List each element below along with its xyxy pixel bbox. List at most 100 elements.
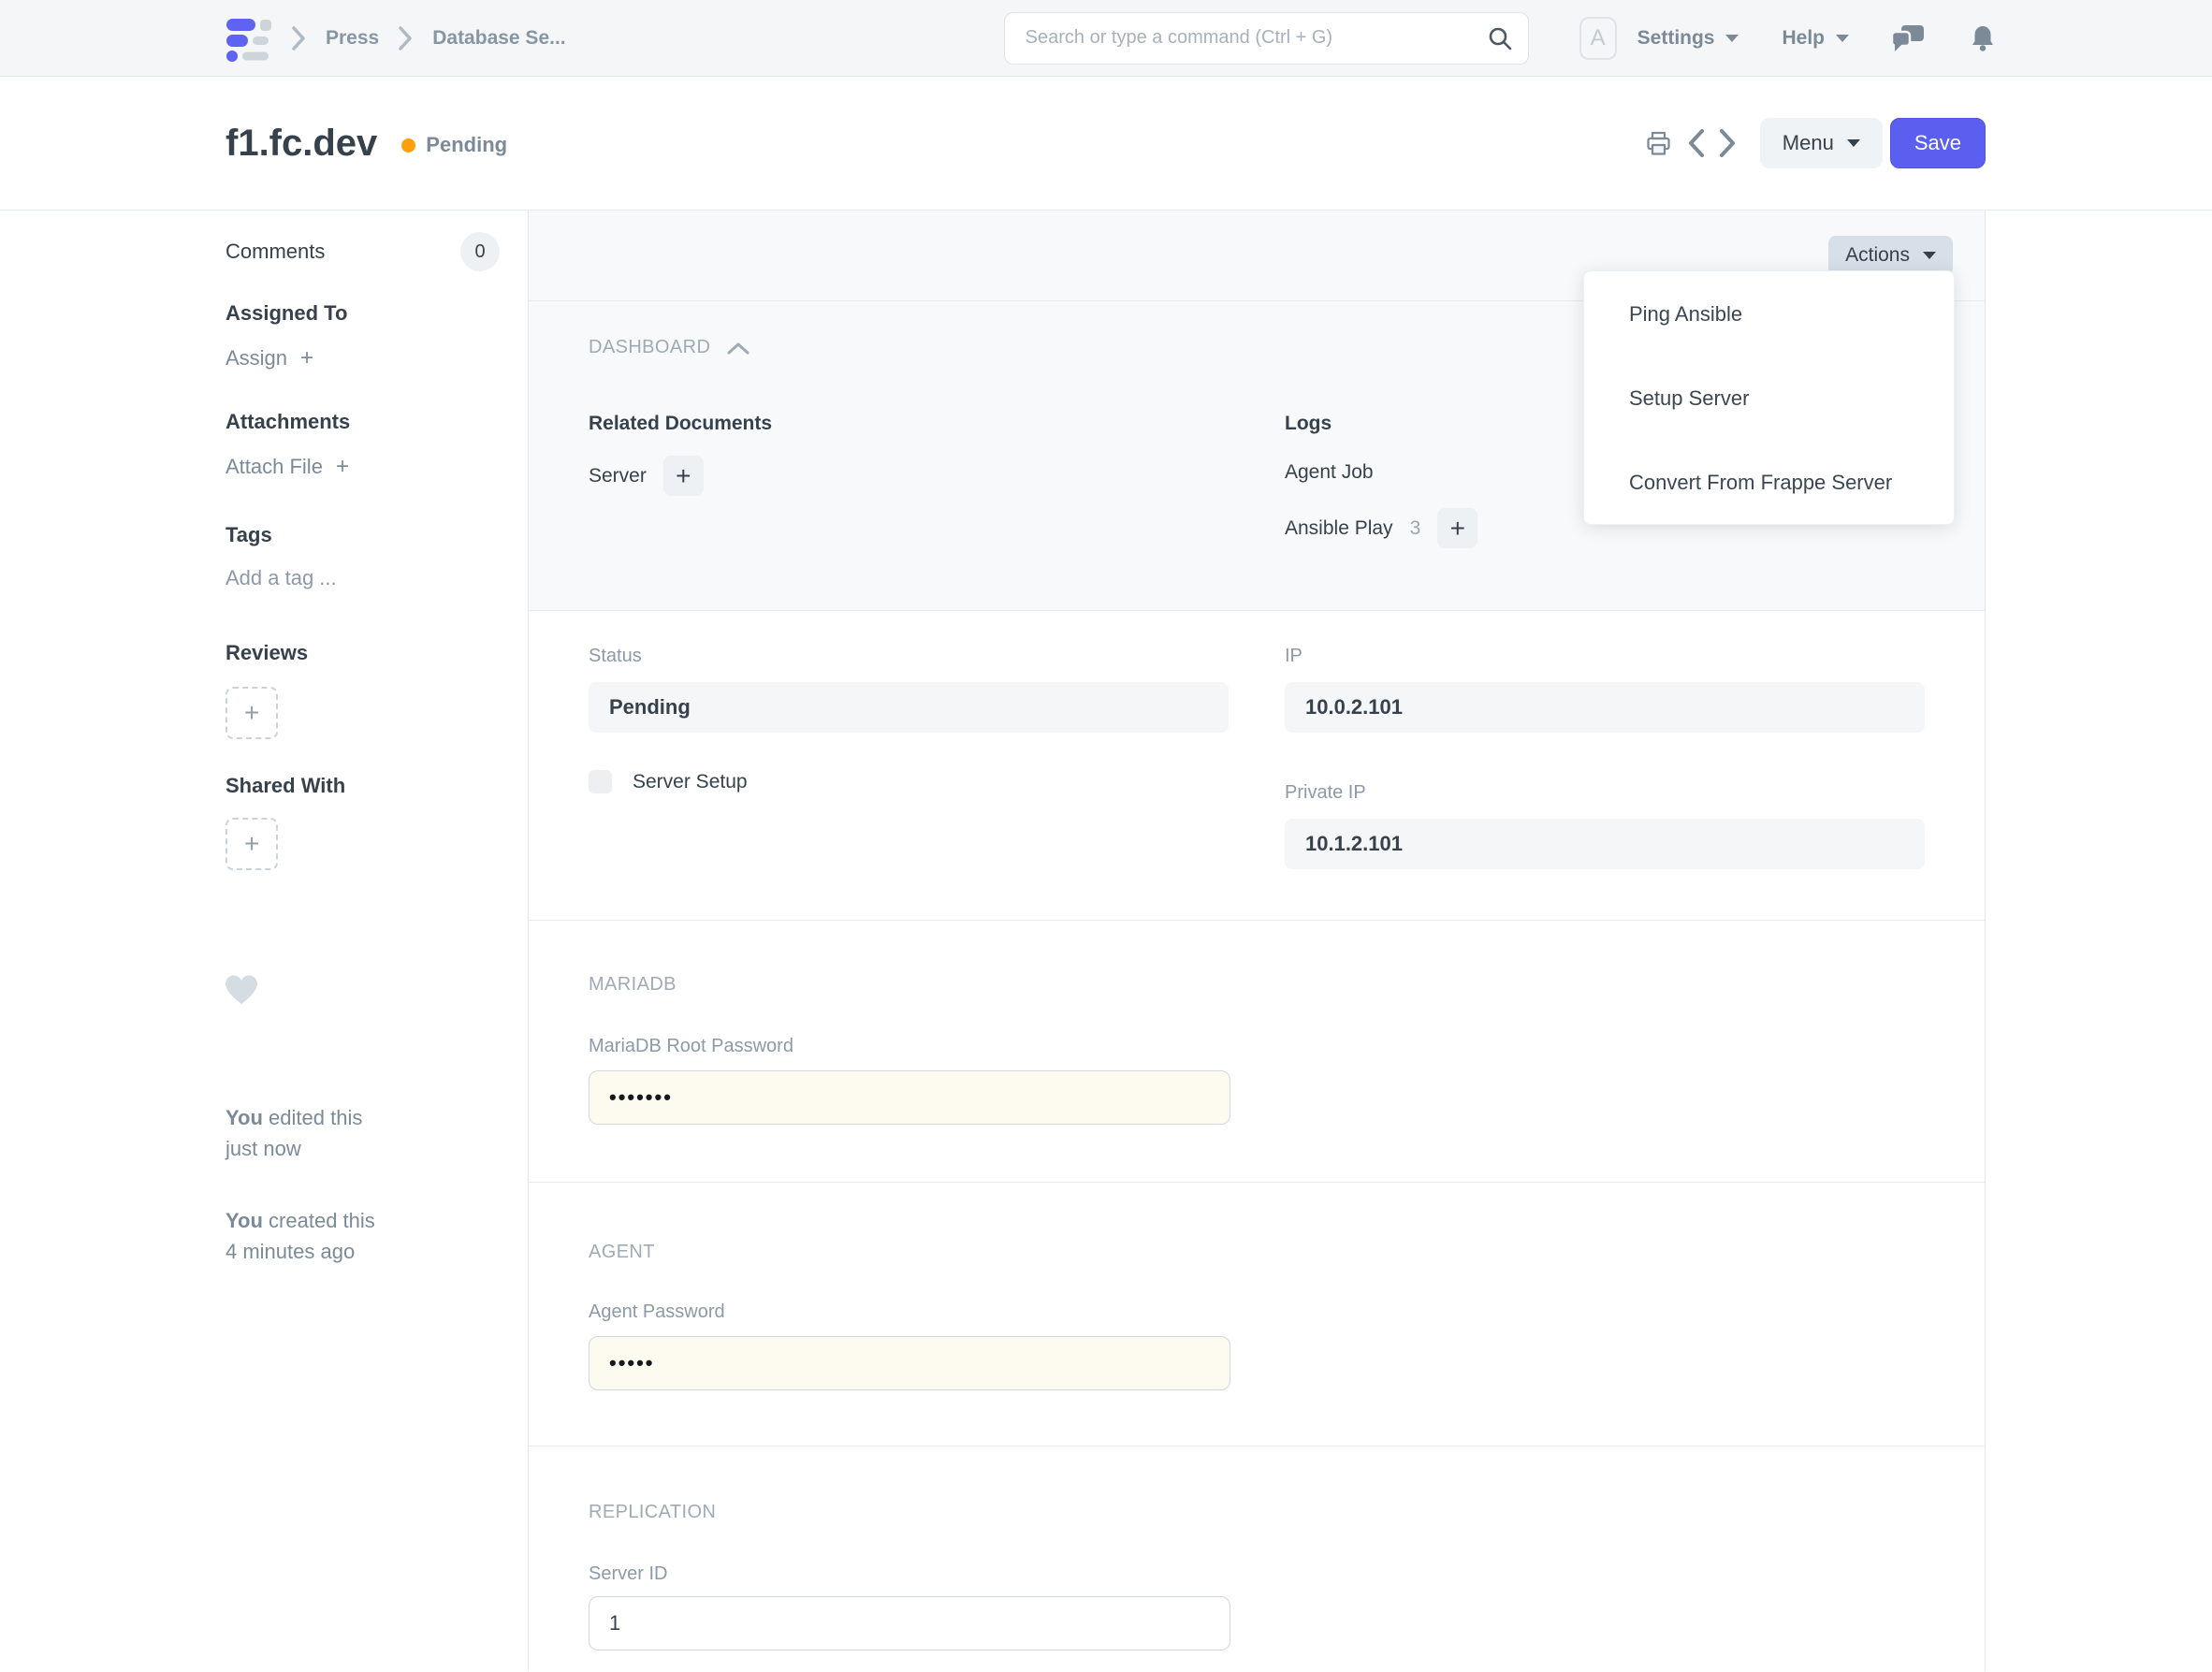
- actions-dropdown-menu: Ping Ansible Setup Server Convert From F…: [1583, 270, 1955, 525]
- chevron-down-icon: [1846, 139, 1860, 147]
- reviews-heading: Reviews: [226, 641, 309, 664]
- status-column: Status Pending Server Setup: [589, 645, 1229, 869]
- chevron-down-icon: [1923, 252, 1936, 259]
- edited-activity: You edited this just now: [226, 1102, 459, 1164]
- add-review-button[interactable]: +: [226, 687, 278, 739]
- assign-button[interactable]: Assign +: [226, 345, 500, 371]
- save-button[interactable]: Save: [1889, 118, 1986, 168]
- created-action: created this: [269, 1209, 375, 1232]
- prev-document-icon[interactable]: [1686, 127, 1706, 159]
- comments-label: Comments: [226, 240, 326, 263]
- add-ansible-play-button[interactable]: +: [1437, 508, 1478, 548]
- mariadb-section: MARIADB MariaDB Root Password: [529, 921, 1985, 1183]
- agent-job-link[interactable]: Agent Job: [1285, 461, 1374, 483]
- ip-column: IP 10.0.2.101 Private IP 10.1.2.101: [1285, 645, 1925, 869]
- navbar: Press Database Se... A Settings Help: [0, 0, 2212, 77]
- menu-button[interactable]: Menu: [1759, 118, 1883, 168]
- attach-file-label: Attach File: [226, 455, 323, 478]
- shared-with-heading: Shared With: [226, 774, 346, 797]
- print-icon[interactable]: [1646, 131, 1671, 156]
- add-server-button[interactable]: +: [662, 456, 704, 496]
- comments-count-badge: 0: [460, 232, 500, 271]
- menu-button-label: Menu: [1782, 131, 1834, 154]
- next-document-icon[interactable]: [1718, 127, 1738, 159]
- ansible-play-count: 3: [1409, 516, 1421, 539]
- plus-icon: +: [335, 454, 349, 479]
- form-sidebar: Comments 0 Assigned To Assign + Attachme…: [0, 211, 529, 1671]
- mariadb-section-label: MARIADB: [589, 974, 677, 995]
- page-head: f1.fc.dev Pending Menu Save: [0, 77, 2212, 211]
- agent-section-label: AGENT: [589, 1242, 655, 1262]
- actions-button-label: Actions: [1845, 244, 1910, 266]
- user-avatar[interactable]: A: [1579, 16, 1617, 60]
- server-link[interactable]: Server: [589, 464, 647, 487]
- menu-item-setup-server[interactable]: Setup Server: [1629, 386, 1750, 410]
- private-ip-field-value: 10.1.2.101: [1285, 819, 1925, 869]
- assign-label: Assign: [226, 346, 288, 370]
- agent-password-label: Agent Password: [589, 1301, 725, 1322]
- navbar-right: A Settings Help: [1579, 16, 1995, 60]
- page-body: Comments 0 Assigned To Assign + Attachme…: [0, 211, 2212, 1672]
- server-id-input[interactable]: [589, 1596, 1230, 1650]
- created-who: You: [226, 1209, 263, 1232]
- ip-field-value: 10.0.2.101: [1285, 682, 1925, 733]
- attach-file-button[interactable]: Attach File +: [226, 454, 500, 480]
- edited-who: You: [226, 1106, 263, 1129]
- settings-label: Settings: [1637, 26, 1715, 49]
- app-logo-icon[interactable]: [226, 15, 272, 62]
- mariadb-root-password-label: MariaDB Root Password: [589, 1036, 793, 1056]
- private-ip-field-label: Private IP: [1285, 782, 1366, 803]
- attachments-heading: Attachments: [226, 410, 351, 433]
- search-input[interactable]: [1025, 27, 1487, 49]
- chevron-down-icon: [1725, 34, 1739, 42]
- help-menu[interactable]: Help: [1782, 27, 1849, 50]
- status-indicator-label: Pending: [426, 132, 508, 156]
- page-title: f1.fc.dev: [226, 122, 378, 164]
- settings-menu[interactable]: Settings: [1637, 27, 1739, 50]
- agent-password-input[interactable]: [589, 1336, 1230, 1390]
- plus-icon: +: [300, 345, 314, 371]
- breadcrumb-database-server[interactable]: Database Se...: [432, 26, 566, 49]
- like-heart-icon[interactable]: [226, 975, 257, 1009]
- chevron-up-icon[interactable]: [727, 342, 749, 355]
- sidebar-comments[interactable]: Comments 0: [226, 231, 500, 272]
- server-setup-label: Server Setup: [633, 770, 748, 792]
- related-documents-column: Related Documents Server +: [589, 411, 1229, 548]
- add-share-button[interactable]: +: [226, 818, 278, 870]
- status-section: Status Pending Server Setup IP 10.0.2.10…: [529, 611, 1985, 921]
- notifications-bell-icon[interactable]: [1971, 24, 1995, 52]
- status-field-value: Pending: [589, 682, 1229, 733]
- menu-item-ping-ansible[interactable]: Ping Ansible: [1629, 302, 1743, 326]
- ip-field-label: IP: [1285, 646, 1302, 666]
- created-when: 4 minutes ago: [226, 1240, 356, 1263]
- menu-item-convert-from-frappe-server[interactable]: Convert From Frappe Server: [1629, 471, 1893, 494]
- server-setup-checkbox[interactable]: [589, 770, 612, 793]
- logs-heading: Logs: [1285, 413, 1332, 434]
- dashboard-section-label[interactable]: DASHBOARD: [589, 337, 711, 357]
- help-label: Help: [1782, 26, 1825, 49]
- search-icon: [1487, 25, 1513, 51]
- mariadb-root-password-input[interactable]: [589, 1070, 1230, 1125]
- created-activity: You created this 4 minutes ago: [226, 1205, 459, 1267]
- status-indicator-dot: [401, 138, 416, 153]
- actions-button[interactable]: Actions: [1828, 236, 1953, 275]
- breadcrumb-press[interactable]: Press: [326, 26, 380, 49]
- agent-section: AGENT Agent Password: [529, 1183, 1985, 1447]
- status-field-label: Status: [589, 646, 642, 666]
- ansible-play-link[interactable]: Ansible Play: [1285, 516, 1393, 539]
- edited-action: edited this: [269, 1106, 363, 1129]
- add-tag-button[interactable]: Add a tag ...: [226, 566, 337, 589]
- page-head-actions: Menu Save: [1646, 118, 1986, 168]
- related-documents-heading: Related Documents: [589, 413, 773, 434]
- breadcrumb-chevron-icon: [398, 25, 414, 51]
- server-id-label: Server ID: [589, 1563, 668, 1584]
- tags-heading: Tags: [226, 523, 272, 546]
- chat-icon[interactable]: [1890, 23, 1924, 53]
- chevron-down-icon: [1836, 34, 1849, 42]
- assigned-to-heading: Assigned To: [226, 301, 348, 325]
- global-search: [1003, 11, 1529, 65]
- logs-column: Logs Agent Job Ansible Play 3 +: [1285, 411, 1925, 548]
- replication-section-label: REPLICATION: [589, 1502, 717, 1522]
- form-main: Actions Ping Ansible Setup Server Conver…: [529, 211, 1986, 1672]
- replication-section: REPLICATION Server ID: [529, 1447, 1985, 1672]
